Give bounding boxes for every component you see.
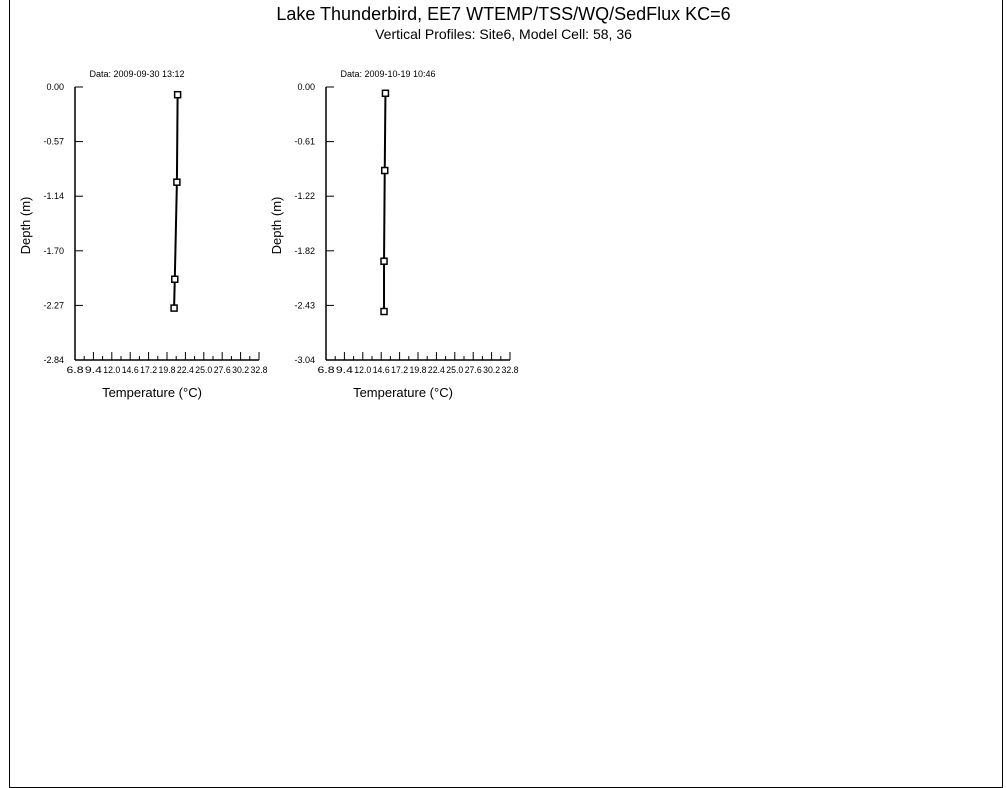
plot-page: Lake Thunderbird, EE7 WTEMP/TSS/WQ/SedFl… xyxy=(9,0,1003,788)
y-tick-label: -2.84 xyxy=(43,355,64,365)
data-point-marker xyxy=(173,90,182,99)
profile-charts: Data: 2009-09-30 13:12 0.00 -0.57 -1.14 -1.7… xyxy=(18,69,519,400)
x-tick-label: 9.4 xyxy=(85,365,102,375)
y-tick-label: 0.00 xyxy=(46,82,64,92)
profile-line xyxy=(383,93,387,312)
x-tick-label: 12.0 xyxy=(103,365,120,375)
x-tick-label: 25.0 xyxy=(446,365,463,375)
y-tick-label: -2.27 xyxy=(43,300,64,310)
y-tick-label: -1.22 xyxy=(294,191,315,201)
x-tick-label: 6.8 xyxy=(67,365,84,375)
x-tick-label: 30.2 xyxy=(232,365,249,375)
x-axis-label: Temperature (°C) xyxy=(102,385,202,400)
x-tick-label: 17.2 xyxy=(140,365,157,375)
x-axis-label: Temperature (°C) xyxy=(353,385,453,400)
data-point-marker xyxy=(170,304,178,312)
y-tick-label: -1.82 xyxy=(294,246,315,256)
y-axis-label: Depth (m) xyxy=(269,197,284,255)
y-tick-label: -2.43 xyxy=(294,300,315,310)
data-point-marker xyxy=(173,178,181,186)
y-tick-label: -1.14 xyxy=(43,191,64,201)
x-tick-label: 25.0 xyxy=(195,365,212,375)
y-tick-label: -3.04 xyxy=(294,355,315,365)
x-tick-label: 14.6 xyxy=(122,365,139,375)
x-tick-label: 19.8 xyxy=(410,365,427,375)
chart-title: Data: 2009-10-19 10:46 xyxy=(340,69,435,79)
x-tick-label: 32.8 xyxy=(251,365,268,375)
x-tick-label: 27.6 xyxy=(214,365,231,375)
x-tick-label: 30.2 xyxy=(483,365,500,375)
data-point-marker xyxy=(380,307,388,316)
x-tick-label: 9.4 xyxy=(336,365,353,375)
chart-title: Data: 2009-09-30 13:12 xyxy=(89,69,184,79)
x-tick-label: 6.8 xyxy=(318,365,335,375)
x-tick-label: 22.4 xyxy=(428,365,445,375)
x-tick-label: 12.0 xyxy=(354,365,371,375)
x-tick-label: 14.6 xyxy=(373,365,390,375)
x-tick-label: 27.6 xyxy=(465,365,482,375)
data-point-marker xyxy=(380,166,389,175)
x-tick-label: 22.4 xyxy=(177,365,194,375)
data-point-marker xyxy=(381,89,390,98)
y-tick-label: -0.61 xyxy=(294,137,315,147)
x-tick-label: 17.2 xyxy=(391,365,408,375)
y-tick-label: -1.70 xyxy=(43,246,64,256)
data-point-marker xyxy=(380,257,388,265)
x-tick-label: 32.8 xyxy=(502,365,519,375)
profile-line xyxy=(173,94,179,309)
y-axis-label: Depth (m) xyxy=(18,197,33,255)
profile-chart-2: Data: 2009-10-19 10:46 0.00 -0.61 -1.22 -1.8… xyxy=(269,69,519,400)
y-tick-label: -0.57 xyxy=(43,137,64,147)
y-tick-label: 0.00 xyxy=(297,82,315,92)
main-title: Lake Thunderbird, EE7 WTEMP/TSS/WQ/SedFl… xyxy=(276,4,731,24)
subtitle: Vertical Profiles: Site6, Model Cell: 58… xyxy=(375,26,632,42)
x-tick-label: 19.8 xyxy=(159,365,176,375)
data-point-marker xyxy=(171,275,179,284)
profile-chart-1: Data: 2009-09-30 13:12 0.00 -0.57 -1.14 -1.7… xyxy=(18,69,268,400)
